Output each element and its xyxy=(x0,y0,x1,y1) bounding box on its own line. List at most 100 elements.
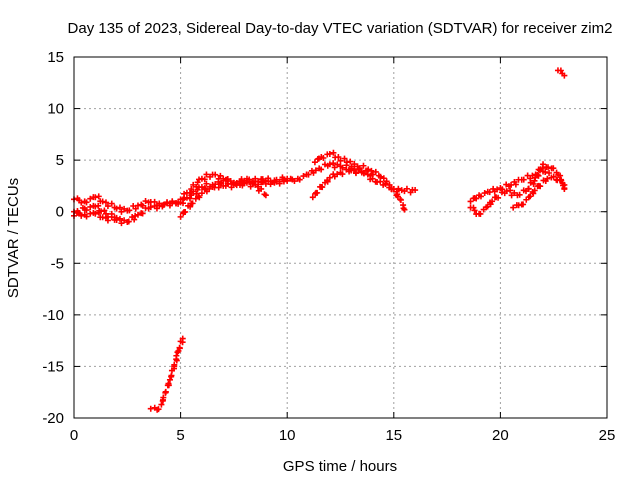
data-point xyxy=(232,181,239,188)
data-point xyxy=(132,205,139,212)
data-point xyxy=(484,203,491,210)
data-point xyxy=(530,180,537,187)
data-point xyxy=(116,204,123,211)
data-point xyxy=(166,376,173,383)
data-point xyxy=(544,175,551,182)
data-point xyxy=(314,189,321,196)
data-point xyxy=(527,193,534,200)
data-point xyxy=(104,203,111,210)
data-point xyxy=(550,165,557,172)
data-point xyxy=(477,193,484,200)
data-point xyxy=(189,200,196,207)
data-point xyxy=(203,180,210,187)
data-point xyxy=(102,210,109,217)
data-point xyxy=(92,194,99,201)
data-point xyxy=(537,183,544,190)
data-point xyxy=(309,194,316,201)
y-tick-label: -15 xyxy=(42,358,64,375)
data-point xyxy=(467,198,474,205)
x-tick-labels: 0 5 10 15 20 25 xyxy=(70,427,616,444)
data-point xyxy=(203,171,210,178)
data-point xyxy=(545,164,552,171)
data-point xyxy=(531,187,538,194)
data-point xyxy=(76,210,83,217)
data-point xyxy=(187,203,194,210)
data-point xyxy=(542,169,549,176)
data-point xyxy=(520,201,527,208)
y-tick-label: -20 xyxy=(42,410,64,427)
data-marks xyxy=(71,67,568,413)
data-point xyxy=(217,172,224,179)
data-point xyxy=(312,167,319,174)
data-point xyxy=(125,218,132,225)
series-arc-j xyxy=(467,161,568,218)
data-point xyxy=(113,205,120,212)
data-point xyxy=(348,167,355,174)
data-point xyxy=(265,178,272,185)
data-point xyxy=(131,216,138,223)
y-tick-label: 0 xyxy=(56,204,64,221)
data-point xyxy=(558,176,565,183)
data-point xyxy=(142,198,149,205)
data-point xyxy=(481,190,488,197)
data-point xyxy=(95,193,102,200)
data-point xyxy=(254,183,261,190)
data-point xyxy=(335,154,342,161)
data-point xyxy=(83,207,90,214)
data-point xyxy=(401,206,408,213)
data-point xyxy=(495,194,502,201)
data-point xyxy=(339,164,346,171)
data-point xyxy=(87,203,94,210)
data-point xyxy=(165,380,172,387)
data-point xyxy=(139,210,146,217)
data-point xyxy=(190,188,197,195)
data-point xyxy=(360,162,367,169)
data-point xyxy=(220,177,227,184)
data-point xyxy=(211,184,218,191)
data-point xyxy=(334,161,341,168)
data-point xyxy=(188,192,195,199)
data-point xyxy=(352,170,359,177)
series-arc-i xyxy=(467,167,568,205)
data-point xyxy=(360,170,367,177)
y-axis-label: SDTVAR / TECUs xyxy=(5,178,22,298)
data-point xyxy=(179,335,186,342)
data-point xyxy=(339,171,346,178)
data-point xyxy=(177,213,184,220)
x-tick-label: 10 xyxy=(279,427,296,444)
x-tick-label: 25 xyxy=(599,427,616,444)
data-point xyxy=(305,171,312,178)
data-point xyxy=(158,401,165,408)
data-point xyxy=(198,190,205,197)
x-tick-label: 20 xyxy=(492,427,509,444)
data-point xyxy=(326,161,333,168)
data-point xyxy=(101,207,108,214)
data-point xyxy=(92,210,99,217)
x-tick-label: 15 xyxy=(385,427,402,444)
data-point xyxy=(507,187,514,194)
data-point xyxy=(126,207,133,214)
data-point xyxy=(477,210,484,217)
data-point xyxy=(102,199,109,206)
data-point xyxy=(473,195,480,202)
data-point xyxy=(530,190,537,197)
data-point xyxy=(559,180,566,187)
data-point xyxy=(183,194,190,201)
data-point xyxy=(561,72,568,79)
data-point xyxy=(160,201,167,208)
data-point xyxy=(341,155,348,162)
data-point xyxy=(561,186,568,193)
series-arc-k xyxy=(510,175,551,211)
data-point xyxy=(403,185,410,192)
data-point xyxy=(182,208,189,215)
data-point xyxy=(494,186,501,193)
data-point xyxy=(330,149,337,156)
data-point xyxy=(516,191,523,198)
chart-title: Day 135 of 2023, Sidereal Day-to-day VTE… xyxy=(68,20,613,37)
data-point xyxy=(550,173,557,180)
data-point xyxy=(386,181,393,188)
data-point xyxy=(176,344,183,351)
series-arc-g xyxy=(309,166,376,201)
data-point xyxy=(347,158,354,165)
data-point xyxy=(351,166,358,173)
